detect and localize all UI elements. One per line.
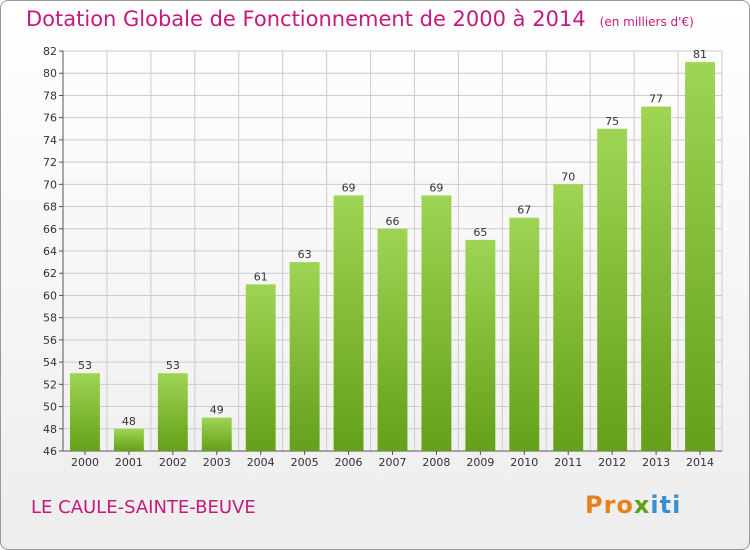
x-tick-label: 2007	[379, 456, 407, 469]
bar-value-label: 66	[386, 215, 400, 228]
commune-name: LE CAULE-SAINTE-BEUVE	[31, 497, 256, 518]
x-tick-label: 2003	[203, 456, 231, 469]
y-tick-label: 54	[43, 356, 57, 369]
bar	[201, 417, 232, 451]
y-tick-label: 64	[43, 245, 57, 258]
y-tick-label: 72	[43, 156, 57, 169]
bar-value-label: 53	[78, 359, 92, 372]
bar	[597, 128, 628, 451]
logo-part-3: iti	[650, 491, 682, 519]
y-tick-label: 76	[43, 112, 57, 125]
bar	[289, 262, 320, 451]
y-tick-label: 50	[43, 401, 57, 414]
bar-value-label: 63	[298, 248, 312, 261]
x-tick-label: 2010	[510, 456, 538, 469]
logo-part-2: x	[633, 491, 651, 519]
bar	[377, 228, 408, 451]
bar-value-label: 67	[517, 204, 531, 217]
y-tick-label: 74	[43, 134, 57, 147]
y-tick-label: 68	[43, 201, 57, 214]
y-tick-label: 66	[43, 223, 57, 236]
y-tick-label: 56	[43, 334, 57, 347]
logo-part-1: Pro	[585, 491, 634, 519]
bar-value-label: 61	[254, 270, 268, 283]
bar-value-label: 70	[561, 170, 575, 183]
x-tick-label: 2000	[71, 456, 99, 469]
chart-title: Dotation Globale de Fonctionnement de 20…	[26, 7, 694, 31]
x-tick-label: 2002	[159, 456, 187, 469]
y-tick-label: 62	[43, 267, 57, 280]
bar	[113, 428, 144, 451]
y-tick-label: 58	[43, 312, 57, 325]
x-tick-label: 2009	[466, 456, 494, 469]
bar	[509, 217, 540, 451]
bar	[333, 195, 364, 451]
chart-subtitle: (en milliers d'€)	[599, 15, 694, 29]
x-tick-label: 2013	[642, 456, 670, 469]
bar	[421, 195, 452, 451]
x-tick-label: 2001	[115, 456, 143, 469]
y-tick-label: 80	[43, 67, 57, 80]
bar-value-label: 53	[166, 359, 180, 372]
x-tick-label: 2004	[247, 456, 275, 469]
bar	[641, 106, 672, 452]
bar-value-label: 77	[649, 93, 663, 106]
bar-value-label: 75	[605, 115, 619, 128]
x-tick-label: 2012	[598, 456, 626, 469]
x-tick-label: 2008	[422, 456, 450, 469]
bar-value-label: 49	[210, 404, 224, 417]
bar	[685, 62, 715, 451]
y-tick-label: 82	[43, 45, 57, 58]
y-tick-label: 78	[43, 89, 57, 102]
y-tick-label: 46	[43, 445, 57, 458]
bar-value-label: 65	[473, 226, 487, 239]
chart-title-main: Dotation Globale de Fonctionnement de 20…	[26, 7, 586, 31]
y-tick-label: 48	[43, 423, 57, 436]
bar	[70, 373, 100, 451]
x-tick-label: 2011	[554, 456, 582, 469]
x-tick-label: 2014	[686, 456, 714, 469]
x-tick-label: 2006	[335, 456, 363, 469]
x-tick-label: 2005	[291, 456, 319, 469]
bar	[465, 239, 496, 451]
y-tick-label: 52	[43, 378, 57, 391]
bar	[553, 184, 584, 452]
proxiti-logo: Proxiti	[585, 491, 681, 519]
bar-value-label: 69	[429, 181, 443, 194]
bar-value-label: 81	[693, 48, 707, 61]
bar	[157, 373, 188, 451]
y-tick-label: 70	[43, 178, 57, 191]
y-tick-label: 60	[43, 289, 57, 302]
bar-value-label: 48	[122, 415, 136, 428]
bar	[245, 284, 276, 451]
bar-value-label: 69	[342, 181, 356, 194]
